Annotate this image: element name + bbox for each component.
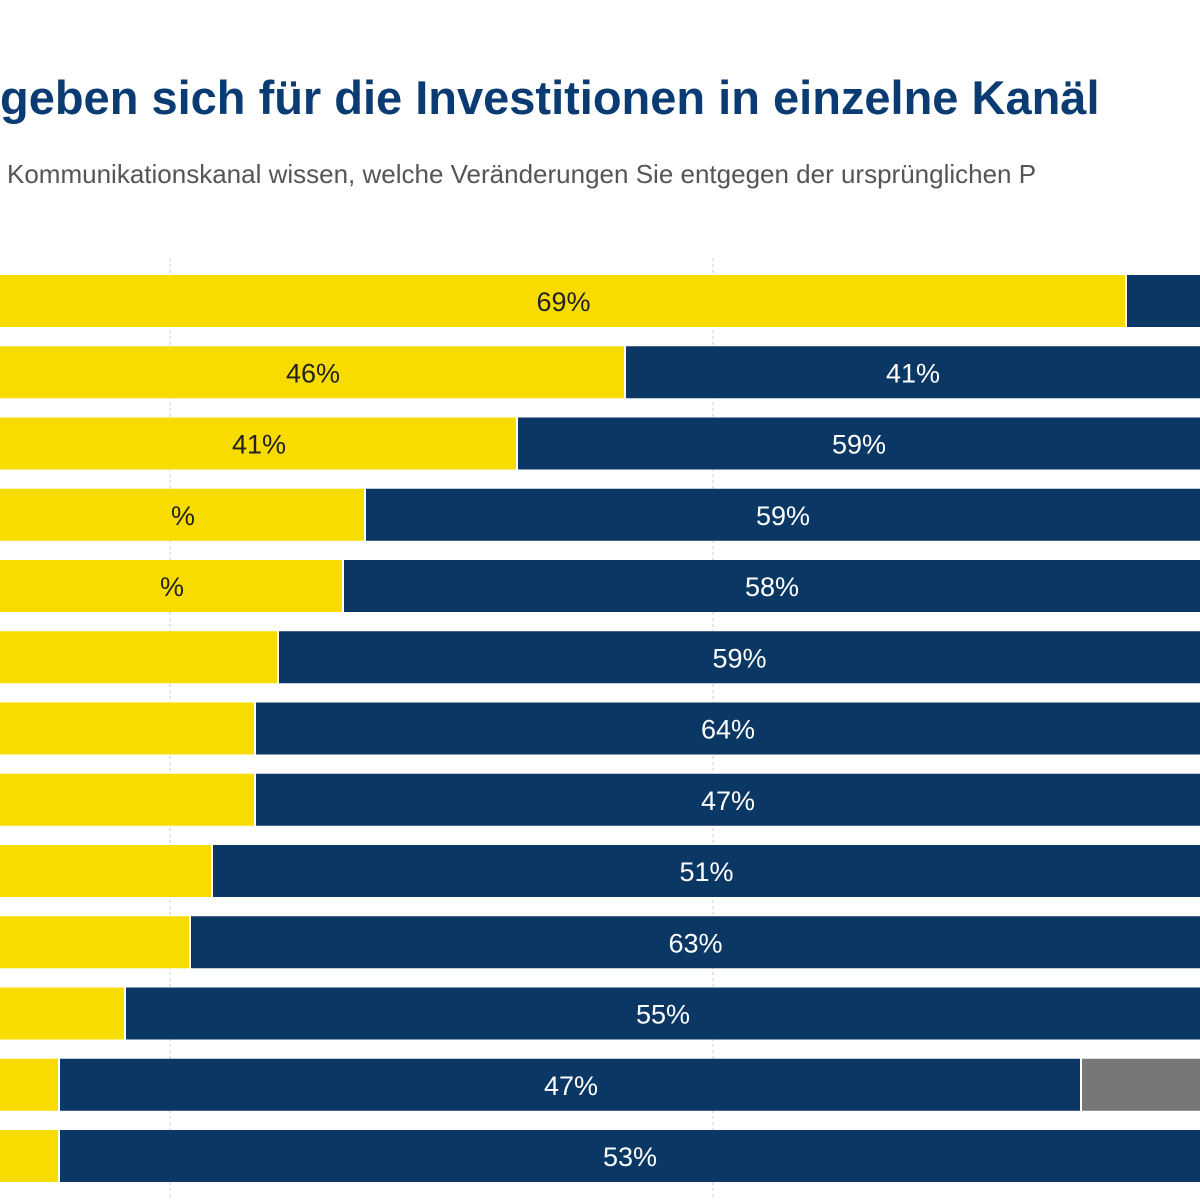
bar-row-11: 55% <box>0 987 1200 1040</box>
data-label: 64% <box>701 715 755 745</box>
data-label: 47% <box>544 1071 598 1101</box>
bar-segment-yellow <box>0 275 1125 327</box>
bar-segment-yellow <box>0 417 516 470</box>
bar-segment-navy <box>256 702 1200 755</box>
bar-row-10: 63% <box>0 916 1200 969</box>
bar-segment-navy <box>366 488 1200 541</box>
bar-segment-yellow <box>0 916 189 969</box>
bar-segment-navy <box>256 773 1200 826</box>
bar-segment-navy <box>213 845 1200 897</box>
data-label: 41% <box>886 358 940 388</box>
bar-segment-navy <box>126 987 1200 1040</box>
data-label: 63% <box>668 928 722 958</box>
bar-segment-yellow <box>0 773 254 826</box>
data-label: % <box>171 501 195 531</box>
bar-row-3: 41% 59% <box>0 417 1200 470</box>
bar-segment-navy <box>344 560 1200 612</box>
bar-segment-yellow <box>0 1058 58 1111</box>
bar-row-1: 69% <box>0 275 1200 327</box>
bar-segment-yellow <box>0 346 624 399</box>
bar-row-13: 53% <box>0 1130 1200 1182</box>
bar-segment-navy <box>1127 275 1200 327</box>
bar-segment-navy <box>191 916 1200 969</box>
data-label: 51% <box>679 857 733 887</box>
data-label: 69% <box>536 287 590 317</box>
bar-row-4: % 59% <box>0 488 1200 541</box>
data-label: 59% <box>712 643 766 673</box>
bar-segment-yellow <box>0 702 254 755</box>
bar-segment-gray <box>1082 1058 1200 1111</box>
data-label: 47% <box>701 786 755 816</box>
bar-row-7: 64% <box>0 702 1200 755</box>
data-label: 53% <box>603 1142 657 1172</box>
bar-segment-yellow <box>0 488 364 541</box>
bar-row-12: 47% <box>0 1058 1200 1111</box>
bar-row-8: 47% <box>0 773 1200 826</box>
data-label: 59% <box>832 430 886 460</box>
bar-row-2: 46% 41% <box>0 346 1200 399</box>
data-label: 41% <box>232 430 286 460</box>
bars: 69% 46% 41% 41% 59%% 59%% 58% 59% 64% 47% 51% 63% 55… <box>0 275 1200 1182</box>
bar-segment-yellow <box>0 845 211 897</box>
bar-segment-navy <box>60 1058 1080 1111</box>
bar-segment-yellow <box>0 631 277 684</box>
bar-segment-yellow <box>0 560 342 612</box>
bar-segment-navy <box>626 346 1200 399</box>
data-label: 58% <box>745 572 799 602</box>
chart-title: geben sich für die Investitionen in einz… <box>0 71 1100 124</box>
data-label: 55% <box>636 1000 690 1030</box>
bar-segment-yellow <box>0 987 124 1040</box>
bar-segment-navy <box>60 1130 1200 1182</box>
data-label: % <box>160 572 184 602</box>
data-label: 46% <box>286 358 340 388</box>
bar-row-9: 51% <box>0 845 1200 897</box>
bar-row-5: % 58% <box>0 560 1200 612</box>
bar-row-6: 59% <box>0 631 1200 684</box>
bar-segment-navy <box>518 417 1200 470</box>
data-label: 59% <box>756 501 810 531</box>
chart-subtitle: Kommunikationskanal wissen, welche Verän… <box>7 159 1037 189</box>
bar-segment-yellow <box>0 1130 58 1182</box>
bar-segment-navy <box>279 631 1200 684</box>
